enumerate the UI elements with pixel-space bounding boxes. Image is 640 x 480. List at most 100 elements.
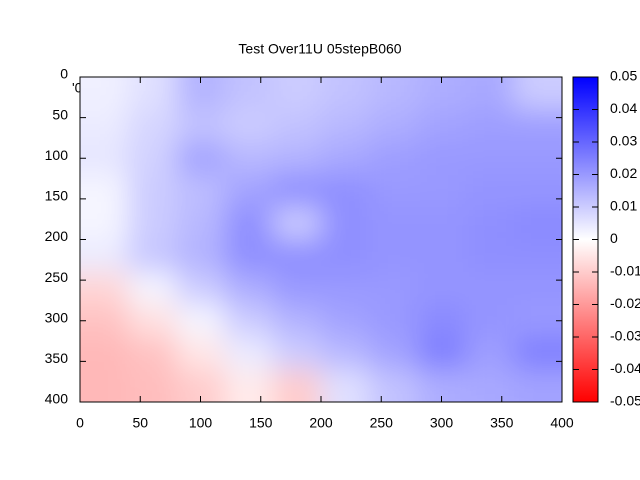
chart-title: Test Over11U 05stepB060 bbox=[238, 41, 401, 57]
heat-cell bbox=[80, 304, 130, 338]
heat-cell bbox=[513, 272, 562, 306]
y-tick-label: 50 bbox=[52, 106, 68, 122]
heat-cell bbox=[80, 77, 130, 111]
heat-cell bbox=[80, 142, 130, 176]
x-tick-label: 150 bbox=[249, 415, 273, 431]
heat-cell bbox=[321, 109, 371, 143]
heat-cell bbox=[80, 207, 130, 241]
heat-cell bbox=[513, 77, 562, 111]
heat-cell bbox=[321, 239, 371, 273]
heat-cell bbox=[80, 337, 130, 371]
heat-cell bbox=[513, 109, 562, 143]
heat-cell bbox=[224, 337, 274, 371]
heat-cell bbox=[465, 272, 515, 306]
heat-cell bbox=[369, 142, 419, 176]
heat-cell bbox=[272, 109, 322, 143]
heat-cell bbox=[176, 174, 226, 208]
heat-cell bbox=[465, 109, 515, 143]
heat-cell bbox=[128, 337, 178, 371]
heat-cell bbox=[272, 77, 322, 111]
heat-cell bbox=[417, 174, 467, 208]
heat-cell bbox=[321, 77, 371, 111]
heatmap bbox=[80, 77, 562, 402]
heat-cell bbox=[369, 272, 419, 306]
heat-cell bbox=[224, 142, 274, 176]
heat-cell bbox=[128, 77, 178, 111]
y-tick-label: 200 bbox=[45, 228, 69, 244]
heat-cell bbox=[176, 109, 226, 143]
heat-cell bbox=[513, 369, 562, 402]
heat-cell bbox=[272, 369, 322, 402]
x-tick-label: 200 bbox=[309, 415, 333, 431]
heat-cell bbox=[80, 239, 130, 273]
colorbar-tick-label: 0.02 bbox=[610, 165, 637, 181]
heat-cell bbox=[513, 207, 562, 241]
heat-cell bbox=[224, 369, 274, 402]
heat-cell bbox=[128, 239, 178, 273]
heat-cell bbox=[465, 304, 515, 338]
heat-cell bbox=[176, 272, 226, 306]
heat-cell bbox=[224, 272, 274, 306]
heat-cell bbox=[369, 77, 419, 111]
heat-cell bbox=[224, 239, 274, 273]
colorbar-tick-label: 0.01 bbox=[610, 198, 637, 214]
heat-cell bbox=[128, 207, 178, 241]
heat-cell bbox=[128, 142, 178, 176]
annotation: '0 bbox=[72, 80, 83, 96]
heat-cell bbox=[465, 142, 515, 176]
heat-cell bbox=[369, 174, 419, 208]
heat-cell bbox=[513, 174, 562, 208]
y-tick-label: 250 bbox=[45, 269, 69, 285]
heat-cell bbox=[224, 77, 274, 111]
heat-cell bbox=[176, 207, 226, 241]
colorbar-tick-label: -0.03 bbox=[610, 328, 640, 344]
y-tick-label: 150 bbox=[45, 188, 69, 204]
x-tick-label: 100 bbox=[189, 415, 213, 431]
colorbar-tick-label: 0.03 bbox=[610, 133, 637, 149]
heatmap-cells bbox=[80, 77, 562, 402]
y-tick-label: 400 bbox=[45, 391, 69, 407]
colorbar-tick-label: 0.04 bbox=[610, 100, 637, 116]
x-tick-label: 400 bbox=[550, 415, 574, 431]
heat-cell bbox=[224, 207, 274, 241]
x-tick-label: 250 bbox=[370, 415, 394, 431]
y-tick-label: 100 bbox=[45, 147, 69, 163]
heat-cell bbox=[321, 207, 371, 241]
heat-cell bbox=[128, 109, 178, 143]
heat-cell bbox=[465, 174, 515, 208]
heat-cell bbox=[417, 337, 467, 371]
x-tick-label: 0 bbox=[76, 415, 84, 431]
heat-cell bbox=[465, 239, 515, 273]
heat-cell bbox=[465, 369, 515, 402]
x-tick-label: 50 bbox=[132, 415, 148, 431]
x-tick-label: 300 bbox=[430, 415, 454, 431]
heat-cell bbox=[417, 109, 467, 143]
heat-cell bbox=[80, 174, 130, 208]
heat-cell bbox=[272, 142, 322, 176]
heat-cell bbox=[369, 304, 419, 338]
colorbar-tick-label: -0.04 bbox=[610, 360, 640, 376]
colorbar-tick-label: 0 bbox=[610, 230, 618, 246]
colorbar-tick-label: -0.02 bbox=[610, 295, 640, 311]
colorbar-tick-label: 0.05 bbox=[610, 68, 637, 84]
heat-cell bbox=[176, 142, 226, 176]
heat-cell bbox=[369, 109, 419, 143]
heat-cell bbox=[369, 239, 419, 273]
heat-cell bbox=[128, 369, 178, 402]
heat-cell bbox=[272, 304, 322, 338]
heat-cell bbox=[321, 337, 371, 371]
heat-cell bbox=[513, 142, 562, 176]
heat-cell bbox=[465, 207, 515, 241]
heat-cell bbox=[369, 369, 419, 402]
heat-cell bbox=[224, 109, 274, 143]
heat-cell bbox=[321, 142, 371, 176]
heat-cell bbox=[272, 207, 322, 241]
heat-cell bbox=[417, 207, 467, 241]
y-tick-label: 350 bbox=[45, 350, 69, 366]
heat-cell bbox=[272, 272, 322, 306]
heat-cell bbox=[224, 304, 274, 338]
heat-cell bbox=[513, 337, 562, 371]
heat-cell bbox=[513, 239, 562, 273]
y-tick-label: 300 bbox=[45, 309, 69, 325]
